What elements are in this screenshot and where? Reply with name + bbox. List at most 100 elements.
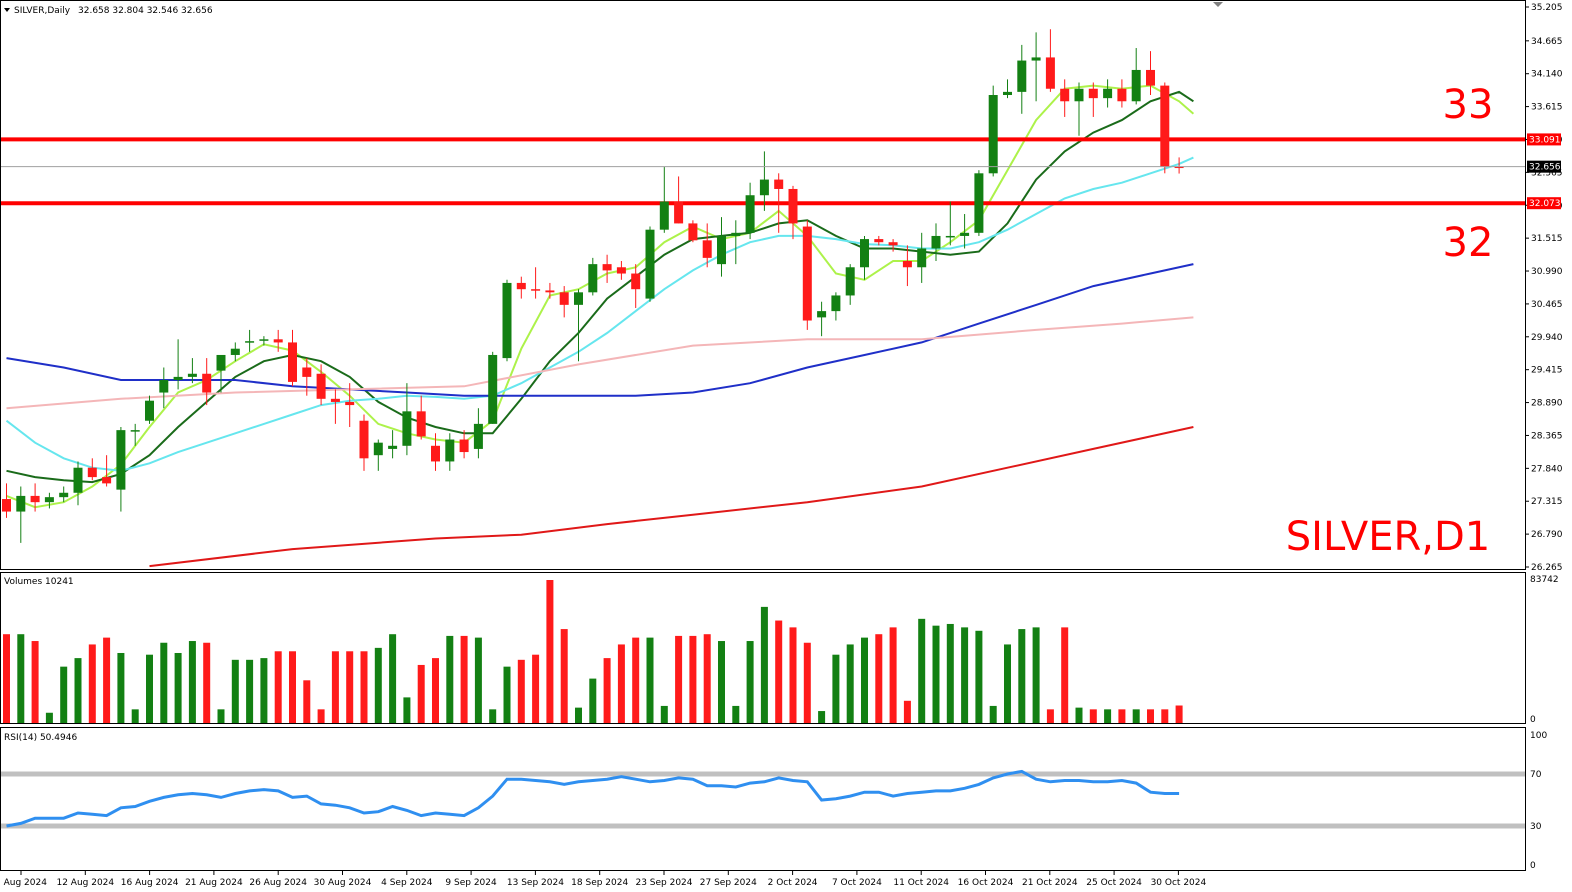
volume-bar	[932, 625, 940, 723]
candle-body	[531, 289, 541, 291]
rsi-tick-label: 30	[1530, 822, 1542, 832]
volume-bar	[403, 697, 411, 723]
candle-body	[245, 341, 255, 343]
volume-bar	[732, 705, 740, 723]
candle-body	[960, 232, 970, 236]
price-tick-label: 30.465	[1531, 300, 1563, 310]
candle-body	[173, 376, 183, 381]
candle-body	[1003, 91, 1012, 96]
candle-body	[388, 445, 398, 449]
volume-bar	[560, 629, 568, 723]
volume-bar	[88, 644, 96, 723]
volume-header: Volumes 10241	[4, 577, 74, 587]
level-price-tag	[1527, 133, 1561, 146]
candle-body	[831, 295, 841, 312]
volume-bar	[689, 635, 697, 723]
date-tick-label: 7 Oct 2024	[832, 878, 882, 888]
volume-bar	[532, 654, 540, 723]
date-axis: 7 Aug 2024 12 Aug 2024 16 Aug 2024 21 Aug 2…	[0, 871, 1206, 888]
date-tick-label: 30 Aug 2024	[314, 878, 372, 888]
volume-bar	[374, 647, 382, 723]
candle-body	[87, 467, 97, 478]
volume-bar	[546, 580, 554, 723]
rsi-header: RSI(14) 50.4946	[4, 733, 77, 743]
moving-average-line	[5, 156, 1194, 472]
candle-body	[631, 273, 641, 290]
date-tick-label: 13 Sep 2024	[507, 878, 564, 888]
candle-body	[659, 201, 669, 230]
candle-body	[459, 439, 469, 453]
volume-bar	[260, 658, 268, 723]
date-tick-label: 21 Oct 2024	[1022, 878, 1078, 888]
volume-bars	[3, 580, 1183, 723]
price-tick-label: 28.890	[1531, 399, 1563, 409]
candle-body	[574, 292, 583, 305]
candle-body	[1074, 88, 1084, 102]
volume-bar	[246, 659, 254, 723]
volume-bar	[417, 664, 425, 723]
candle-body	[2, 499, 11, 512]
candle-body	[416, 411, 426, 437]
candle-body	[16, 495, 26, 512]
volume-bar	[160, 642, 168, 723]
volume-bar	[603, 658, 611, 723]
rsi-tick-label: 0	[1530, 861, 1536, 871]
volume-bar	[718, 641, 725, 723]
ohlc-readout: 32.658 32.804 32.546 32.656	[78, 6, 213, 16]
volume-bar	[1032, 627, 1040, 723]
candle-body	[345, 401, 355, 406]
volume-bar	[760, 606, 768, 723]
chart-shift-marker-icon[interactable]	[1213, 2, 1223, 7]
horizontal-levels: 33.091 32.073	[1, 133, 1561, 210]
candle-body	[259, 339, 269, 341]
rsi-indicator: 100 70 30 0	[1, 731, 1547, 871]
date-tick-label: 21 Aug 2024	[185, 878, 243, 888]
volume-bar	[331, 651, 339, 723]
candle-body	[1017, 60, 1027, 92]
price-tick-label: 32.565	[1531, 168, 1563, 178]
price-tick-label: 29.415	[1531, 366, 1563, 376]
volume-bar	[188, 641, 196, 723]
candle-body	[73, 467, 83, 493]
candle-body	[330, 398, 340, 402]
price-tick-label: 34.665	[1531, 37, 1563, 47]
price-tick-label: 26.265	[1531, 563, 1563, 573]
candle-body	[559, 292, 569, 305]
level-price-tag	[1527, 197, 1561, 210]
date-tick-label: 11 Oct 2024	[893, 878, 949, 888]
volume-bar	[632, 637, 640, 723]
volume-bar	[803, 642, 811, 723]
price-tick-label: 27.315	[1531, 497, 1563, 507]
date-tick-label: 12 Aug 2024	[56, 878, 114, 888]
candle-body	[860, 239, 869, 268]
candle-body	[1131, 69, 1141, 102]
candle-body	[402, 411, 412, 446]
volume-bar	[660, 705, 668, 723]
moving-average-line	[6, 316, 1194, 410]
candle-body	[688, 223, 698, 241]
candle-body	[759, 179, 769, 196]
candle-body	[516, 282, 526, 290]
volume-bar	[875, 634, 883, 723]
date-tick-label: 30 Oct 2024	[1151, 878, 1207, 888]
volume-axis: 83742 0	[1530, 575, 1559, 725]
volume-bar	[832, 654, 840, 723]
candle-body	[1117, 88, 1127, 102]
candle-body	[888, 242, 898, 246]
volume-bar	[746, 641, 754, 723]
volume-bar	[389, 634, 397, 723]
volume-bar	[1161, 709, 1169, 723]
candle-body	[588, 264, 598, 293]
date-tick-label: 7 Aug 2024	[0, 878, 47, 888]
volume-bar	[1089, 709, 1097, 723]
candle-body	[44, 497, 54, 503]
candle-body	[917, 248, 927, 268]
volume-bar	[1132, 709, 1140, 723]
price-tick-label: 33.615	[1531, 103, 1563, 113]
candle-body	[1174, 166, 1184, 169]
price-pane-frame	[0, 0, 1526, 570]
volume-bar	[903, 700, 911, 723]
symbol-menu-triangle-icon[interactable]	[4, 8, 10, 12]
volume-bar	[1104, 709, 1112, 723]
